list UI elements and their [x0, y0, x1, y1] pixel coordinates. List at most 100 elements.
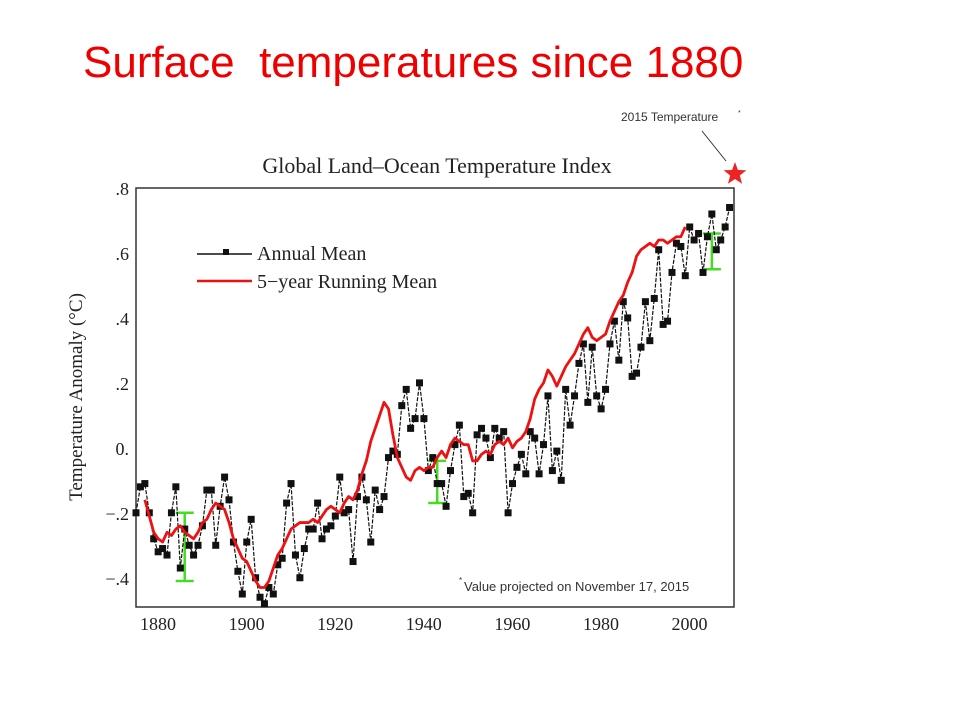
star-label: 2015 Temperature — [621, 110, 719, 124]
annual-mean-point — [407, 424, 415, 432]
annual-mean-point — [429, 454, 437, 462]
annual-mean-point — [478, 424, 486, 432]
annual-mean-point — [256, 593, 264, 601]
annual-mean-point — [371, 486, 379, 494]
annual-mean-point — [584, 398, 592, 406]
annual-mean-point — [318, 535, 326, 543]
annual-mean-point — [486, 454, 494, 462]
annual-mean-point — [717, 236, 725, 244]
annual-mean-point — [132, 509, 140, 517]
annual-mean-point — [509, 480, 517, 488]
x-tick-label: 1980 — [583, 614, 619, 634]
annual-mean-point — [633, 369, 641, 377]
annual-mean-point — [212, 541, 220, 549]
annual-mean-point — [535, 470, 543, 478]
annual-mean-point — [659, 320, 667, 328]
annual-mean-point — [655, 246, 663, 254]
annual-mean-point — [367, 538, 375, 546]
annual-mean-point — [513, 463, 521, 471]
annual-mean-point — [154, 548, 162, 556]
x-tick-label: 1920 — [317, 614, 353, 634]
highlight-star — [723, 162, 747, 184]
y-tick-label: .4 — [116, 309, 130, 329]
annual-mean-point — [274, 561, 282, 569]
annual-mean-point — [610, 317, 618, 325]
annual-mean-point — [712, 246, 720, 254]
y-tick-label: .6 — [116, 244, 130, 264]
annual-mean-point — [544, 392, 552, 400]
annual-mean-point — [553, 447, 561, 455]
annual-mean-point — [571, 392, 579, 400]
annual-mean-point — [247, 515, 255, 523]
annual-mean-point — [460, 493, 468, 501]
annual-mean-point — [615, 356, 623, 364]
annual-mean-point — [389, 447, 397, 455]
annual-mean-point — [362, 496, 370, 504]
x-tick-label: 1960 — [494, 614, 530, 634]
y-tick-label: −.4 — [105, 569, 129, 589]
annual-mean-point — [181, 525, 189, 533]
annual-mean-point — [495, 434, 503, 442]
annual-mean-point — [557, 476, 565, 484]
annual-mean-point — [602, 385, 610, 393]
annual-mean-point — [588, 343, 596, 351]
annual-mean-point — [668, 268, 676, 276]
chart-title: Global Land–Ocean Temperature Index — [262, 153, 611, 178]
legend-annual-marker — [223, 249, 229, 255]
annual-mean-point — [314, 499, 322, 507]
running-mean-line — [143, 226, 687, 589]
annual-mean-point — [455, 421, 463, 429]
annual-mean-point — [695, 229, 703, 237]
legend-running-label: 5−year Running Mean — [257, 271, 437, 293]
annual-mean-point — [703, 233, 711, 241]
annual-mean-point — [672, 239, 680, 247]
annual-mean-point — [681, 272, 689, 280]
x-tick-label: 2000 — [672, 614, 708, 634]
annual-mean-point — [221, 473, 229, 481]
annual-mean-point — [606, 340, 614, 348]
annual-mean-point — [726, 203, 734, 211]
annual-mean-point — [433, 480, 441, 488]
running-mean-series — [143, 226, 687, 589]
annual-mean-point — [203, 486, 211, 494]
annual-mean-point — [540, 441, 548, 449]
annual-mean-point — [500, 428, 508, 436]
annual-mean-point — [283, 499, 291, 507]
annual-mean-point — [207, 486, 215, 494]
annual-mean-point — [172, 483, 180, 491]
footnote-mark: * — [459, 576, 462, 585]
annual-mean-point — [646, 337, 654, 345]
annual-mean-point — [300, 545, 308, 553]
annual-mean-point — [380, 493, 388, 501]
y-axis-ticks: −.4 −.2 0. .2 .4 .6 .8 — [105, 179, 129, 589]
y-tick-label: 0. — [116, 439, 130, 459]
annual-mean-point — [176, 564, 184, 572]
annual-mean-series — [132, 203, 734, 608]
annual-mean-point — [384, 454, 392, 462]
annual-mean-point — [309, 525, 317, 533]
annual-mean-point — [150, 535, 158, 543]
annual-mean-point — [420, 415, 428, 423]
annual-mean-point — [562, 385, 570, 393]
annual-mean-point — [260, 600, 268, 608]
annual-mean-point — [619, 298, 627, 306]
uncertainty-bar — [175, 511, 194, 583]
y-tick-label: −.2 — [105, 504, 129, 524]
x-tick-label: 1900 — [229, 614, 265, 634]
annual-mean-point — [548, 467, 556, 475]
annual-mean-point — [190, 551, 198, 559]
annual-mean-point — [163, 551, 171, 559]
legend-annual-label: Annual Mean — [257, 243, 366, 265]
annual-mean-point — [376, 506, 384, 514]
annual-mean-point — [278, 554, 286, 562]
annual-mean-point — [340, 509, 348, 517]
annual-mean-point — [566, 421, 574, 429]
annual-mean-point — [269, 590, 277, 598]
annual-mean-point — [469, 509, 477, 517]
y-tick-label: .8 — [116, 179, 130, 199]
annual-mean-point — [159, 545, 167, 553]
slide-title: Surface temperatures since 1880 — [83, 38, 744, 87]
annual-mean-point — [291, 551, 299, 559]
annual-mean-point — [482, 434, 490, 442]
annual-mean-point — [522, 470, 530, 478]
